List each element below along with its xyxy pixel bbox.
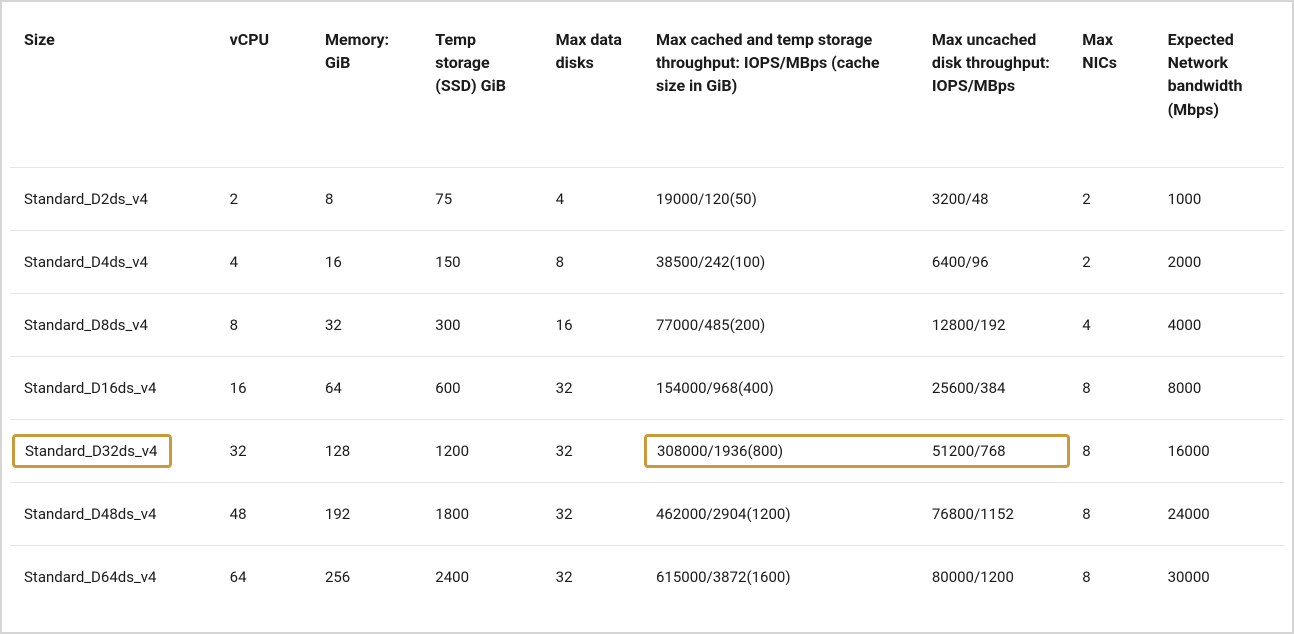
table-row: Standard_D8ds_v48323001677000/485(200)12… (10, 293, 1284, 356)
cell-uncached: 76800/1152 (918, 482, 1068, 545)
cell-memory: 64 (311, 356, 421, 419)
cell-maxdisks: 4 (542, 167, 642, 230)
cell-tempssd: 75 (421, 167, 541, 230)
cell-memory: 32 (311, 293, 421, 356)
table-row: Standard_D16ds_v4166460032154000/968(400… (10, 356, 1284, 419)
cell-maxdisks: 16 (542, 293, 642, 356)
cell-maxdisks: 32 (542, 356, 642, 419)
cell-vcpu: 16 (216, 356, 311, 419)
cell-vcpu: 8 (216, 293, 311, 356)
cell-nics: 8 (1068, 356, 1153, 419)
cell-nics: 8 (1068, 419, 1153, 482)
table-body: Standard_D2ds_v42875419000/120(50)3200/4… (10, 167, 1284, 608)
table-frame: Size vCPU Memory: GiB Temp storage (SSD)… (0, 0, 1294, 634)
cell-uncached: 25600/384 (918, 356, 1068, 419)
cell-vcpu: 64 (216, 545, 311, 608)
cell-tempssd: 600 (421, 356, 541, 419)
cell-bw: 8000 (1154, 356, 1284, 419)
cell-memory: 8 (311, 167, 421, 230)
cell-cached: 462000/2904(1200) (642, 482, 918, 545)
cell-memory: 16 (311, 230, 421, 293)
cell-tempssd: 2400 (421, 545, 541, 608)
cell-size: Standard_D8ds_v4 (10, 293, 216, 356)
cell-memory: 192 (311, 482, 421, 545)
cell-cached: 38500/242(100) (642, 230, 918, 293)
cell-bw: 16000 (1154, 419, 1284, 482)
cell-cached: 615000/3872(1600) (642, 545, 918, 608)
cell-vcpu: 4 (216, 230, 311, 293)
cell-throughput-highlight: 308000/1936(800)51200/768 (642, 419, 1068, 482)
cell-bw: 2000 (1154, 230, 1284, 293)
cell-vcpu: 2 (216, 167, 311, 230)
cell-vcpu: 32 (216, 419, 311, 482)
col-uncached: Max uncached disk throughput: IOPS/MBps (918, 14, 1068, 167)
cell-vcpu: 48 (216, 482, 311, 545)
cell-uncached: 51200/768 (932, 442, 1006, 460)
cell-bw: 24000 (1154, 482, 1284, 545)
cell-tempssd: 300 (421, 293, 541, 356)
col-memory: Memory: GiB (311, 14, 421, 167)
highlight-size: Standard_D32ds_v4 (12, 434, 172, 468)
cell-bw: 4000 (1154, 293, 1284, 356)
cell-maxdisks: 32 (542, 545, 642, 608)
cell-uncached: 80000/1200 (918, 545, 1068, 608)
cell-maxdisks: 32 (542, 482, 642, 545)
cell-cached: 154000/968(400) (642, 356, 918, 419)
highlight-throughput: 308000/1936(800)51200/768 (644, 434, 1070, 468)
cell-cached: 77000/485(200) (642, 293, 918, 356)
cell-cached: 19000/120(50) (642, 167, 918, 230)
cell-nics: 2 (1068, 230, 1153, 293)
cell-uncached: 3200/48 (918, 167, 1068, 230)
cell-bw: 30000 (1154, 545, 1284, 608)
cell-tempssd: 1200 (421, 419, 541, 482)
cell-size: Standard_D48ds_v4 (10, 482, 216, 545)
cell-maxdisks: 32 (542, 419, 642, 482)
cell-nics: 8 (1068, 482, 1153, 545)
cell-nics: 4 (1068, 293, 1153, 356)
table-row: Standard_D48ds_v448192180032462000/2904(… (10, 482, 1284, 545)
col-size: Size (10, 14, 216, 167)
cell-memory: 256 (311, 545, 421, 608)
cell-cached: 308000/1936(800) (657, 442, 932, 460)
cell-size: Standard_D16ds_v4 (10, 356, 216, 419)
col-maxdisks: Max data disks (542, 14, 642, 167)
cell-size: Standard_D2ds_v4 (10, 167, 216, 230)
cell-uncached: 6400/96 (918, 230, 1068, 293)
table-row: Standard_D2ds_v42875419000/120(50)3200/4… (10, 167, 1284, 230)
cell-uncached: 12800/192 (918, 293, 1068, 356)
cell-size: Standard_D4ds_v4 (10, 230, 216, 293)
col-vcpu: vCPU (216, 14, 311, 167)
col-tempssd: Temp storage (SSD) GiB (421, 14, 541, 167)
table-header: Size vCPU Memory: GiB Temp storage (SSD)… (10, 14, 1284, 167)
cell-size: Standard_D32ds_v4 (10, 419, 216, 482)
table-row: Standard_D32ds_v432128120032308000/1936(… (10, 419, 1284, 482)
cell-nics: 8 (1068, 545, 1153, 608)
cell-size: Standard_D64ds_v4 (10, 545, 216, 608)
cell-tempssd: 1800 (421, 482, 541, 545)
cell-maxdisks: 8 (542, 230, 642, 293)
table-row: Standard_D64ds_v464256240032615000/3872(… (10, 545, 1284, 608)
col-cached: Max cached and temp storage throughput: … (642, 14, 918, 167)
col-nics: Max NICs (1068, 14, 1153, 167)
col-bw: Expected Network bandwidth (Mbps) (1154, 14, 1284, 167)
cell-bw: 1000 (1154, 167, 1284, 230)
vm-sizes-table: Size vCPU Memory: GiB Temp storage (SSD)… (10, 14, 1284, 608)
table-row: Standard_D4ds_v4416150838500/242(100)640… (10, 230, 1284, 293)
cell-nics: 2 (1068, 167, 1153, 230)
cell-tempssd: 150 (421, 230, 541, 293)
cell-memory: 128 (311, 419, 421, 482)
